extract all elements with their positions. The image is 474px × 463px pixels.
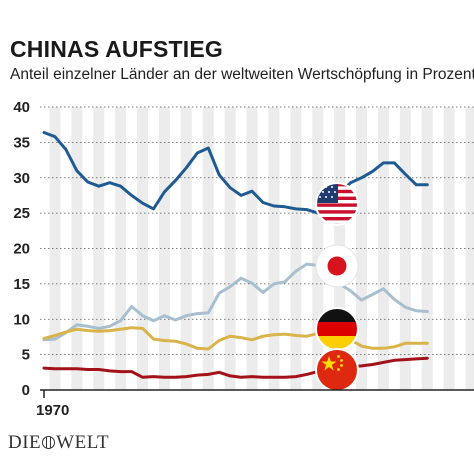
china-flag [315,348,359,392]
grid-stripe [137,107,149,390]
chart-title: CHINAS AUFSTIEG [10,36,223,62]
y-tick-label: 30 [13,170,30,187]
series-lines [42,131,429,379]
grid-stripe [421,107,433,390]
usa-flag [315,182,359,226]
grid-stripe [312,107,324,390]
germany-series-line [42,326,429,351]
usa-series-line [42,131,429,215]
globe-icon [42,436,56,449]
chart-subtitle: Anteil einzelner Länder an der weltweite… [10,66,474,83]
y-tick-label: 25 [13,205,30,222]
china-series-line [42,356,429,379]
y-tick-label: 40 [13,99,30,116]
japan-series-line [42,262,429,342]
japan-flag [315,244,359,288]
grid-stripe [49,107,61,390]
y-tick-label: 20 [13,241,30,258]
y-tick-label: 10 [13,311,30,328]
grid-stripe [377,107,389,390]
y-tick-label: 35 [13,134,30,151]
y-axis-ticks: 0 5 10 15 20 25 30 35 40 [13,99,30,399]
grid-stripe [356,107,368,390]
die-welt-logo: DIE WELT [8,432,110,453]
grid-lines [40,106,474,356]
x-tick-label: 1970 [36,402,69,419]
y-tick-label: 15 [13,276,30,293]
grid-stripe [290,107,302,390]
y-tick-label: 0 [22,382,30,399]
germany-flag [315,307,359,351]
grid-stripe [93,107,105,390]
grid-stripe [268,107,280,390]
grid-stripe [180,107,192,390]
grid-stripe [465,107,474,390]
y-tick-label: 5 [22,347,30,364]
grid-stripe [224,107,236,390]
